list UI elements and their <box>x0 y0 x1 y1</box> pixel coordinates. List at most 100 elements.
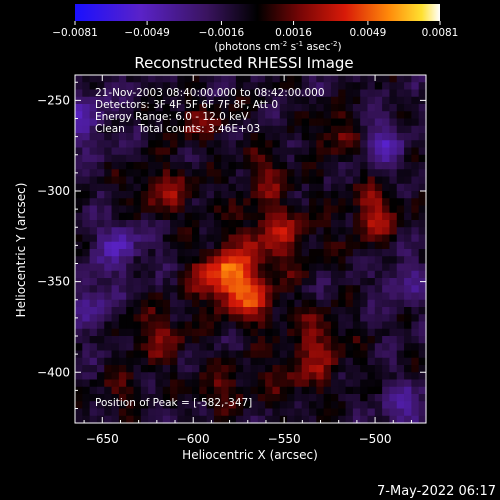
heatmap-cell <box>170 249 178 257</box>
heatmap-cell <box>418 270 427 279</box>
heatmap-cell <box>316 140 325 149</box>
heatmap-cell <box>279 140 288 149</box>
heatmap-cell <box>418 401 427 410</box>
heatmap-cell <box>104 227 113 236</box>
heatmap-cell <box>330 140 339 149</box>
heatmap-cell <box>199 307 208 315</box>
heatmap-cell <box>148 183 157 192</box>
heatmap-cell <box>272 394 281 402</box>
heatmap-cell <box>199 350 208 359</box>
heatmap-cell <box>301 176 310 185</box>
heatmap-cell <box>287 241 295 250</box>
heatmap-cell <box>382 299 391 308</box>
heatmap-cell <box>155 314 164 323</box>
heatmap-cell <box>104 256 113 265</box>
heatmap-cell <box>133 162 142 170</box>
heatmap-cell <box>126 212 135 221</box>
heatmap-cell <box>279 256 288 265</box>
heatmap-cell <box>367 249 376 257</box>
heatmap-cell <box>206 408 215 417</box>
heatmap-cell <box>301 372 310 381</box>
heatmap-cell <box>272 89 281 98</box>
heatmap-cell <box>155 220 164 228</box>
heatmap-cell <box>221 357 230 366</box>
heatmap-cell <box>75 321 83 330</box>
heatmap-cell <box>367 328 376 337</box>
heatmap-cell <box>75 256 83 265</box>
heatmap-cell <box>404 82 412 91</box>
heatmap-cell <box>206 278 215 286</box>
heatmap-cell <box>221 292 230 301</box>
heatmap-cell <box>330 336 339 344</box>
heatmap-cell <box>294 111 303 120</box>
heatmap-cell <box>162 408 171 417</box>
heatmap-cell <box>404 191 412 199</box>
heatmap-cell <box>301 220 310 228</box>
heatmap-cell <box>199 415 208 424</box>
heatmap-cell <box>352 140 361 149</box>
heatmap-cell <box>411 205 420 214</box>
heatmap-cell <box>140 270 149 279</box>
heatmap-cell <box>404 372 412 381</box>
heatmap-cell <box>89 147 98 156</box>
heatmap-cell <box>192 169 200 178</box>
heatmap-cell <box>118 285 127 294</box>
heatmap-cell <box>287 415 295 424</box>
heatmap-cell <box>411 307 420 315</box>
heatmap-cell <box>228 183 237 192</box>
heatmap-cell <box>243 205 252 214</box>
heatmap-cell <box>192 365 200 373</box>
heatmap-cell <box>82 183 91 192</box>
heatmap-cell <box>192 140 200 149</box>
heatmap-cell <box>206 205 215 214</box>
heatmap-cell <box>82 357 91 366</box>
heatmap-cell <box>111 96 120 105</box>
heatmap-cell <box>323 379 332 388</box>
heatmap-cell <box>418 292 427 301</box>
heatmap-cell <box>301 350 310 359</box>
heatmap-cell <box>345 96 354 105</box>
heatmap-cell <box>330 270 339 279</box>
heatmap-cell <box>272 256 281 265</box>
heatmap-cell <box>111 183 120 192</box>
heatmap-cell <box>221 336 230 344</box>
heatmap-cell <box>367 75 376 83</box>
heatmap-cell <box>126 357 135 366</box>
heatmap-cell <box>82 401 91 410</box>
heatmap-cell <box>89 169 98 178</box>
heatmap-cell <box>118 198 127 207</box>
heatmap-cell <box>257 415 266 424</box>
heatmap-cell <box>206 249 215 257</box>
heatmap-cell <box>221 241 230 250</box>
heatmap-cell <box>323 372 332 381</box>
heatmap-cell <box>118 379 127 388</box>
heatmap-cell <box>133 111 142 120</box>
heatmap-cell <box>330 169 339 178</box>
heatmap-cell <box>330 372 339 381</box>
heatmap-cell <box>184 379 193 388</box>
heatmap-cell <box>243 227 252 236</box>
heatmap-cell <box>243 386 252 395</box>
heatmap-cell <box>382 336 391 344</box>
heatmap-cell <box>294 133 303 141</box>
heatmap-cell <box>206 292 215 301</box>
heatmap-cell <box>338 212 347 221</box>
heatmap-cell <box>148 75 157 83</box>
heatmap-cell <box>418 212 427 221</box>
heatmap-cell <box>287 285 295 294</box>
heatmap-cell <box>404 118 412 127</box>
heatmap-cell <box>257 307 266 315</box>
heatmap-cell <box>192 96 200 105</box>
heatmap-cell <box>140 133 149 141</box>
heatmap-cell <box>162 133 171 141</box>
heatmap-cell <box>118 191 127 199</box>
heatmap-cell <box>316 75 325 83</box>
heatmap-cell <box>184 147 193 156</box>
heatmap-cell <box>118 307 127 315</box>
heatmap-cell <box>309 415 317 424</box>
heatmap-cell <box>396 176 405 185</box>
heatmap-cell <box>352 220 361 228</box>
heatmap-cell <box>389 154 398 163</box>
heatmap-cell <box>338 357 347 366</box>
heatmap-cell <box>382 104 391 112</box>
